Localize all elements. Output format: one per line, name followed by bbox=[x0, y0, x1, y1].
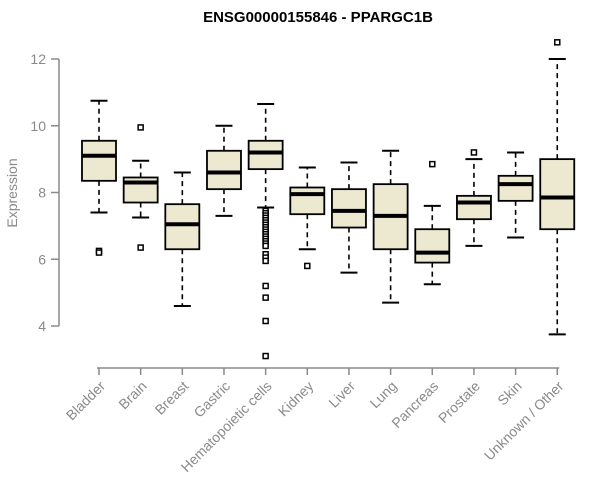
iqr-box bbox=[414, 228, 451, 264]
box-pancreas bbox=[414, 160, 451, 286]
x-tick-label: Brain bbox=[115, 378, 149, 412]
box-gastric bbox=[206, 124, 242, 217]
y-tick-label: 6 bbox=[38, 251, 46, 267]
box-skin bbox=[497, 151, 534, 239]
iqr-box bbox=[456, 194, 492, 221]
box-lung bbox=[372, 149, 409, 304]
box-liver bbox=[331, 161, 367, 274]
x-tick-label: Lung bbox=[366, 378, 399, 411]
iqr-box bbox=[247, 139, 284, 171]
outlier-point bbox=[262, 282, 269, 290]
outlier-point bbox=[429, 160, 436, 168]
outlier-point bbox=[95, 249, 103, 256]
y-axis-label: Expression bbox=[4, 158, 20, 227]
x-tick-label: Liver bbox=[325, 378, 358, 411]
y-tick-label: 10 bbox=[30, 118, 46, 134]
iqr-box bbox=[497, 174, 534, 202]
box-hematopoietic-cells bbox=[247, 103, 284, 360]
box-brain bbox=[122, 124, 159, 251]
y-tick-label: 4 bbox=[38, 318, 46, 334]
outlier-point bbox=[262, 242, 269, 250]
iqr-box bbox=[331, 188, 367, 229]
outlier-point bbox=[470, 149, 478, 156]
x-tick-label: Breast bbox=[152, 378, 192, 418]
x-tick-label: Bladder bbox=[63, 378, 109, 424]
x-tick-label: Kidney bbox=[275, 378, 317, 420]
box-bladder bbox=[81, 99, 117, 256]
y-tick-label: 8 bbox=[38, 185, 46, 201]
iqr-box bbox=[81, 139, 117, 182]
box-prostate bbox=[456, 149, 492, 247]
box-breast bbox=[164, 171, 201, 307]
outlier-point bbox=[137, 124, 144, 131]
outlier-point bbox=[262, 257, 269, 265]
x-tick-label: Skin bbox=[494, 378, 525, 409]
iqr-box bbox=[206, 149, 242, 191]
box-kidney bbox=[289, 166, 326, 270]
outlier-point bbox=[554, 39, 561, 46]
outlier-point bbox=[262, 294, 269, 301]
outlier-point bbox=[137, 244, 144, 251]
boxplot-series bbox=[81, 39, 576, 360]
outlier-point bbox=[304, 262, 311, 270]
x-tick-label: Prostate bbox=[435, 378, 483, 426]
y-axis: 4 6 8 10 12 bbox=[30, 51, 60, 334]
outlier-point bbox=[262, 352, 269, 360]
box-unknown-other bbox=[539, 39, 576, 336]
x-tick-label: Unknown / Other bbox=[481, 378, 567, 464]
chart-title: ENSG00000155846 - PPARGC1B bbox=[203, 9, 433, 26]
y-tick-label: 12 bbox=[30, 51, 46, 67]
outlier-point bbox=[262, 317, 269, 325]
iqr-box bbox=[289, 186, 326, 216]
iqr-box bbox=[539, 158, 576, 231]
iqr-box bbox=[164, 203, 201, 251]
